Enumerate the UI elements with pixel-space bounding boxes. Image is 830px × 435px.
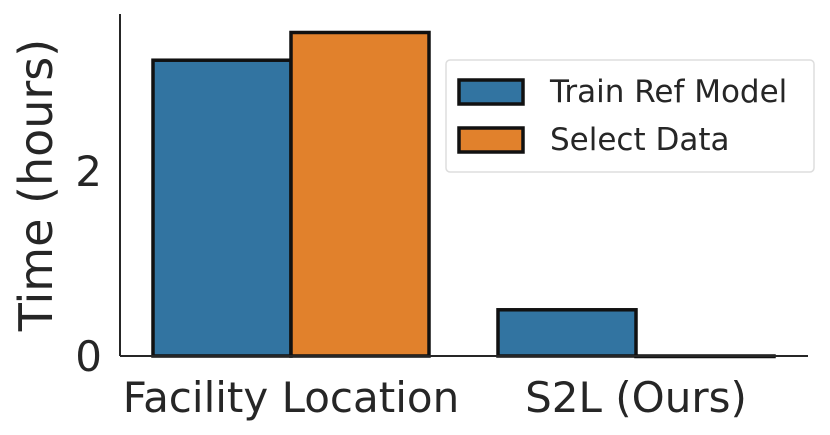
bars-layer <box>151 30 776 359</box>
y-tick-label: 2 <box>75 147 102 196</box>
x-tick-label: Facility Location <box>123 373 459 422</box>
legend-frame <box>445 59 815 173</box>
y-tick-label: 0 <box>75 332 102 381</box>
x-ticks: Facility Location S2L (Ours) <box>123 373 747 422</box>
legend-items: Train Ref Model Select Data <box>457 74 787 158</box>
bar-train-ref-model-0 <box>151 58 293 358</box>
bar-train-ref-model-1 <box>496 308 638 358</box>
legend: Train Ref Model Select Data <box>445 59 815 173</box>
x-tick-label: S2L (Ours) <box>525 373 747 422</box>
legend-swatch <box>457 78 525 106</box>
y-axis-label: Time (hours) <box>9 39 63 332</box>
legend-label: Train Ref Model <box>549 74 787 110</box>
bar-select-data-0 <box>289 30 431 358</box>
legend-swatch <box>457 126 525 154</box>
y-ticks: 02 <box>75 147 102 381</box>
legend-label: Select Data <box>550 122 730 158</box>
